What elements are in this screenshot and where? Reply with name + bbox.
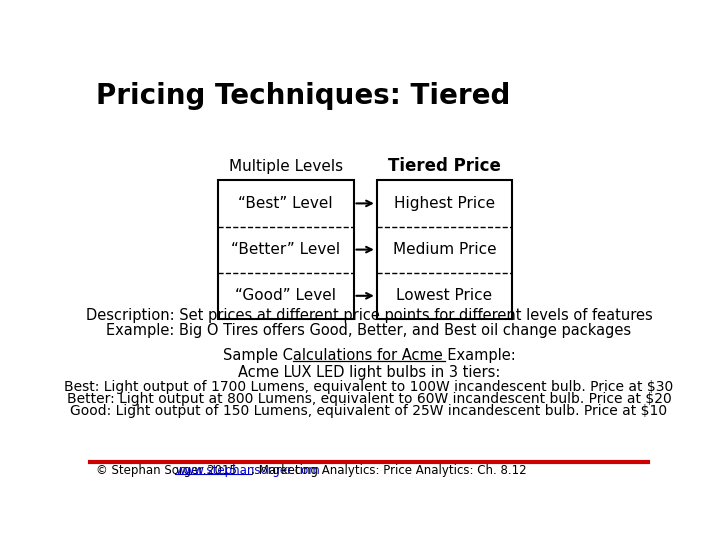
Text: Highest Price: Highest Price bbox=[394, 196, 495, 211]
Text: Sample Calculations for Acme Example:: Sample Calculations for Acme Example: bbox=[222, 348, 516, 363]
Text: Multiple Levels: Multiple Levels bbox=[229, 159, 343, 174]
Text: ; Marketing Analytics: Price Analytics: Ch. 8.12: ; Marketing Analytics: Price Analytics: … bbox=[251, 464, 527, 477]
Text: www.stephansorger.com: www.stephansorger.com bbox=[176, 464, 320, 477]
Bar bbox=[377, 180, 513, 319]
Text: Best: Light output of 1700 Lumens, equivalent to 100W incandescent bulb. Price a: Best: Light output of 1700 Lumens, equiv… bbox=[64, 380, 674, 394]
Text: Description: Set prices at different price points for different levels of featur: Description: Set prices at different pri… bbox=[86, 308, 652, 322]
Text: Medium Price: Medium Price bbox=[392, 242, 496, 257]
Text: “Best” Level: “Best” Level bbox=[238, 196, 333, 211]
Text: “Good” Level: “Good” Level bbox=[235, 288, 336, 303]
Text: Acme LUX LED light bulbs in 3 tiers:: Acme LUX LED light bulbs in 3 tiers: bbox=[238, 365, 500, 380]
Text: Pricing Techniques: Tiered: Pricing Techniques: Tiered bbox=[96, 82, 510, 110]
Text: Better: Light output at 800 Lumens, equivalent to 60W incandescent bulb. Price a: Better: Light output at 800 Lumens, equi… bbox=[67, 392, 671, 406]
Text: Lowest Price: Lowest Price bbox=[397, 288, 492, 303]
Text: “Better” Level: “Better” Level bbox=[231, 242, 341, 257]
Text: © Stephan Sorger 2015: © Stephan Sorger 2015 bbox=[96, 464, 240, 477]
Text: Tiered Price: Tiered Price bbox=[388, 158, 501, 176]
Text: Example: Big O Tires offers Good, Better, and Best oil change packages: Example: Big O Tires offers Good, Better… bbox=[107, 323, 631, 338]
Bar bbox=[218, 180, 354, 319]
Text: Good: Light output of 150 Lumens, equivalent of 25W incandescent bulb. Price at : Good: Light output of 150 Lumens, equiva… bbox=[71, 404, 667, 418]
